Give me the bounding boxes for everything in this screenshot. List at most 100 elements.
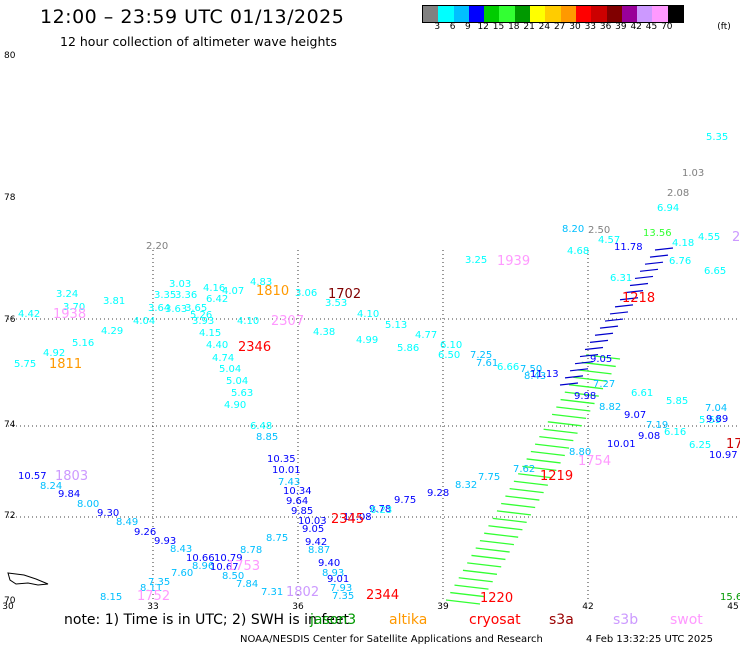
lon-label: 39 (437, 602, 449, 612)
wave-height-label: 6.16 (664, 427, 686, 438)
swath-segment (584, 346, 604, 351)
swath-segment (634, 275, 654, 280)
wave-height-label: 3.36 (175, 290, 197, 301)
wave-height-label: 7.50 (520, 364, 542, 375)
wave-height-label: 5.86 (397, 343, 419, 354)
wave-height-label: 3.03 (169, 279, 191, 290)
wave-height-label: 3.53 (325, 298, 347, 309)
colorbar-swatch (514, 6, 531, 22)
wave-height-label: 4.29 (101, 326, 123, 337)
wave-height-label: 2.50 (588, 225, 610, 236)
wave-height-label: 6.23 (370, 505, 392, 516)
wave-height-label: 6.10 (440, 340, 462, 351)
wave-height-label: 9.08 (638, 431, 660, 442)
wave-height-label: 8.82 (599, 402, 621, 413)
wave-height-label: 9.05 (590, 354, 612, 365)
wave-height-label: 4.15 (199, 328, 221, 339)
wave-height-label: 9.75 (394, 495, 416, 506)
swath-segment (501, 502, 536, 509)
colorbar-swatch (530, 6, 546, 22)
wave-height-label: 6.65 (704, 266, 726, 277)
wave-height-label: 8.96 (192, 561, 214, 572)
wave-height-label: 4.83 (250, 277, 272, 288)
wave-height-label: 8.11 (140, 583, 162, 594)
wave-height-label: 10.34 (283, 486, 312, 497)
colorbar-swatch (499, 6, 515, 22)
wave-height-label: 7.61 (476, 358, 498, 369)
wave-height-label: 9.98 (574, 391, 596, 402)
swath-segment (629, 282, 649, 287)
colorbar-tick-label: 9 (465, 22, 471, 32)
pass-time-label: 1219 (540, 469, 573, 484)
wave-height-label: 10.79 (214, 553, 243, 564)
colorbar-swatch (453, 6, 469, 22)
lat-label: 78 (4, 193, 16, 203)
wave-height-label: 8.43 (170, 544, 192, 555)
colorbar-swatch (606, 6, 622, 22)
lat-label: 80 (4, 51, 16, 61)
pass-time-label: 1938 (53, 307, 86, 322)
pass-time-label: 2307 (271, 314, 304, 329)
wave-height-label: 8.80 (569, 447, 591, 458)
wave-height-label: 3.63 (165, 304, 187, 315)
swath-segment (581, 361, 616, 368)
wave-height-label: 8.43 (524, 371, 546, 382)
satellite-legend-item: cryosat (469, 612, 521, 628)
colorbar-swatch (591, 6, 607, 22)
generated-timestamp: 4 Feb 13:32:25 UTC 2025 (586, 634, 713, 645)
swath-segment (560, 398, 595, 405)
pass-time-label: 1810 (256, 284, 289, 299)
swath-segment (547, 421, 582, 427)
colorbar-swatch (560, 6, 576, 22)
wave-height-label: 7.62 (513, 464, 535, 475)
colorbar-unit: (ft) (717, 22, 731, 32)
swath-segment (579, 353, 599, 358)
wave-height-label: 8.24 (40, 481, 62, 492)
wave-height-label: 5.85 (666, 396, 688, 407)
swath-segment (551, 413, 587, 420)
lon-label: 42 (582, 602, 593, 612)
lat-label: 70 (4, 596, 16, 606)
pass-time-label: 1702 (328, 287, 361, 302)
swath-segment (609, 311, 629, 315)
swath-segment (559, 382, 579, 386)
wave-height-label: 7.35 (148, 577, 170, 588)
wave-height-label: 6.42 (206, 294, 228, 305)
wave-height-label: 9.26 (134, 527, 156, 538)
colorbar-tick-label: 12 (477, 22, 489, 32)
wave-height-label: 4.74 (212, 353, 234, 364)
swath-segment (543, 428, 578, 434)
colorbar-swatch (575, 6, 592, 22)
swath-segment (509, 487, 544, 494)
wave-height-label: 4.10 (237, 316, 259, 327)
coastline (7, 572, 49, 586)
swath-segment (649, 254, 669, 258)
swath-segment (639, 268, 659, 272)
wave-height-label: 9.64 (286, 496, 308, 507)
wave-height-label: 10.03 (298, 516, 327, 527)
wave-height-label: 7.60 (171, 568, 193, 579)
colorbar-labels: 3 6 9 12 15 18 21 24 27 30 33 36 39 42 45 70 (ft) (422, 22, 732, 36)
wave-height-label: 8.32 (455, 480, 477, 491)
wave-height-label: 10.67 (210, 562, 239, 573)
wave-height-label: 10.01 (607, 439, 636, 450)
wave-height-label: 4.99 (356, 335, 378, 346)
wave-height-label: 7.93 (330, 583, 352, 594)
wave-height-label: 7.35 (332, 591, 354, 602)
pass-time-label: 2344 (366, 588, 399, 603)
swath-segment (450, 591, 485, 598)
swath-segment (654, 247, 674, 251)
wave-height-label: 7.04 (705, 403, 727, 414)
wave-height-label: 4.16 (203, 283, 225, 294)
swath-segment (564, 391, 599, 397)
wave-height-label: 9.01 (327, 574, 349, 585)
colorbar-swatch (667, 6, 684, 22)
wave-height-label: 8.87 (308, 545, 330, 556)
satellite-legend-item: jason3 (310, 612, 357, 628)
wave-height-label: 15.60 (720, 592, 740, 603)
colorbar-tick-label: 39 (615, 22, 627, 32)
wave-height-label: 5.63 (231, 388, 253, 399)
wave-height-label: 9.85 (291, 506, 313, 517)
wave-height-label: 2.20 (146, 241, 168, 252)
